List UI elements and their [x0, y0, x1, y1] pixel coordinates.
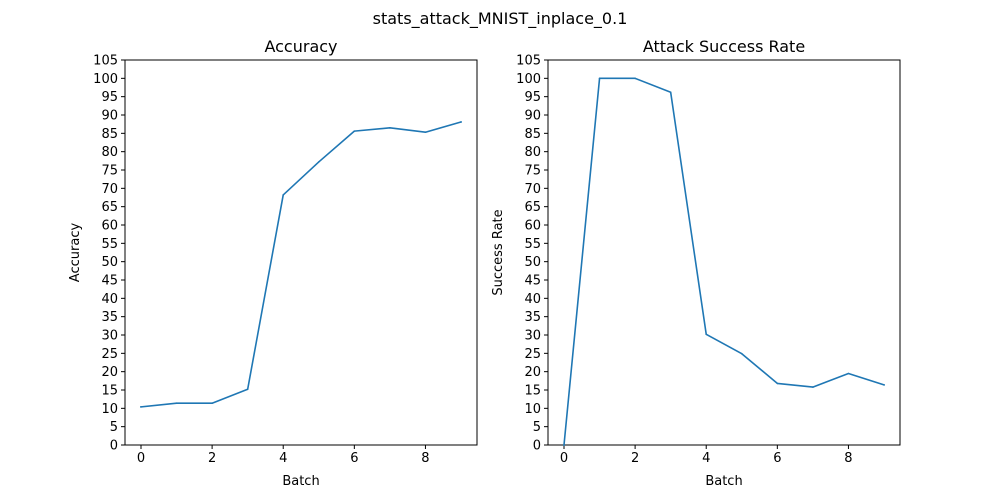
y-tick-label: 75	[101, 164, 118, 179]
data-point	[812, 386, 814, 388]
y-tick-label: 40	[101, 292, 118, 307]
data-point	[140, 406, 142, 408]
x-tick-label: 6	[350, 451, 358, 466]
data-point	[246, 388, 249, 391]
x-tick-label: 2	[208, 451, 216, 466]
chart-title: Attack Success Rate	[643, 37, 805, 56]
y-tick-label: 40	[524, 292, 541, 307]
y-tick-label: 45	[101, 274, 118, 289]
y-tick-label: 15	[101, 384, 118, 399]
y-tick-label: 50	[524, 255, 541, 270]
y-axis-label: Accuracy	[68, 223, 83, 283]
y-tick-label: 35	[524, 310, 541, 325]
axes-frame	[547, 59, 901, 446]
y-tick-label: 15	[524, 384, 541, 399]
data-point	[317, 161, 320, 163]
y-tick-label: 55	[101, 237, 118, 252]
x-tick-label: 6	[773, 451, 781, 466]
series-line-1	[140, 120, 462, 408]
data-point	[211, 402, 213, 405]
x-axis-label: Batch	[705, 474, 742, 489]
y-tick-label: 55	[524, 237, 541, 252]
y-tick-label: 85	[101, 127, 118, 142]
figure-title: stats_attack_MNIST_inplace_0.1	[373, 9, 628, 29]
x-tick-label: 0	[137, 451, 145, 466]
y-tick-label: 105	[516, 54, 541, 69]
y-tick-label: 50	[101, 255, 118, 270]
y-tick-label: 90	[101, 109, 118, 124]
data-point	[460, 121, 462, 123]
y-tick-label: 10	[101, 402, 118, 417]
data-point	[634, 77, 636, 80]
data-point	[389, 127, 391, 129]
y-tick-label: 85	[524, 127, 541, 142]
y-tick-label: 80	[524, 145, 541, 160]
data-point	[883, 384, 885, 386]
y-tick-label: 70	[101, 182, 118, 197]
x-axis-label: Batch	[282, 474, 319, 489]
y-tick-label: 95	[101, 90, 118, 105]
data-point	[353, 130, 356, 132]
y-tick-label: 65	[524, 200, 541, 215]
data-point	[424, 131, 427, 134]
data-point	[598, 77, 601, 80]
x-tick-label: 8	[421, 451, 429, 466]
y-tick-label: 0	[110, 439, 118, 454]
data-point	[175, 402, 178, 405]
x-tick-label: 4	[702, 451, 710, 466]
data-point	[847, 372, 850, 375]
x-tick-label: 8	[844, 451, 852, 466]
y-tick-label: 25	[101, 347, 118, 362]
y-tick-label: 60	[101, 219, 118, 234]
data-point	[705, 333, 708, 336]
y-tick-label: 70	[524, 182, 541, 197]
y-tick-label: 80	[101, 145, 118, 160]
y-tick-label: 105	[93, 54, 118, 69]
y-tick-label: 100	[516, 72, 541, 87]
data-point	[776, 382, 779, 385]
y-tick-label: 100	[93, 72, 118, 87]
y-tick-label: 10	[524, 402, 541, 417]
x-tick-label: 4	[279, 451, 287, 466]
y-axis-label: Success Rate	[491, 209, 506, 295]
series-line-1	[563, 77, 886, 446]
y-tick-label: 5	[110, 420, 118, 435]
y-tick-label: 45	[524, 274, 541, 289]
axes-frame	[124, 59, 478, 446]
y-tick-label: 0	[533, 439, 541, 454]
data-point	[740, 352, 743, 355]
y-tick-label: 35	[101, 310, 118, 325]
data-point	[563, 444, 565, 446]
x-tick-label: 0	[560, 451, 568, 466]
y-tick-label: 60	[524, 219, 541, 234]
y-tick-label: 25	[524, 347, 541, 362]
data-point	[669, 91, 672, 94]
chart-title: Accuracy	[264, 37, 337, 56]
y-tick-label: 30	[101, 329, 118, 344]
y-tick-label: 95	[524, 90, 541, 105]
y-tick-label: 20	[524, 365, 541, 380]
y-tick-label: 75	[524, 164, 541, 179]
data-point	[282, 194, 285, 196]
x-tick-label: 2	[631, 451, 639, 466]
y-tick-label: 20	[101, 365, 118, 380]
y-tick-label: 65	[101, 200, 118, 215]
y-tick-label: 30	[524, 329, 541, 344]
y-tick-label: 5	[533, 420, 541, 435]
y-tick-label: 90	[524, 109, 541, 124]
